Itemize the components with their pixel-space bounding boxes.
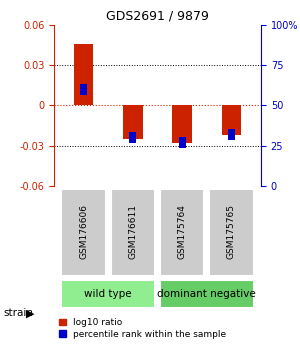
FancyBboxPatch shape	[111, 189, 155, 276]
FancyBboxPatch shape	[160, 280, 254, 308]
Bar	[129, 132, 136, 143]
Bar	[80, 84, 87, 95]
Text: GSM176606: GSM176606	[79, 204, 88, 259]
Bar	[222, 105, 241, 135]
Text: wild type: wild type	[84, 289, 132, 299]
Text: strain: strain	[3, 308, 33, 318]
Text: ▶: ▶	[26, 309, 34, 319]
Text: GSM175764: GSM175764	[178, 204, 187, 259]
Text: GSM175765: GSM175765	[227, 204, 236, 259]
Title: GDS2691 / 9879: GDS2691 / 9879	[106, 9, 209, 22]
FancyBboxPatch shape	[61, 189, 106, 276]
Text: dominant negative: dominant negative	[158, 289, 256, 299]
FancyBboxPatch shape	[209, 189, 254, 276]
Bar	[179, 137, 186, 148]
Bar	[74, 44, 93, 105]
Bar	[123, 105, 143, 139]
Bar	[228, 129, 235, 140]
FancyBboxPatch shape	[61, 280, 155, 308]
Legend: log10 ratio, percentile rank within the sample: log10 ratio, percentile rank within the …	[58, 318, 226, 339]
Bar	[172, 105, 192, 143]
FancyBboxPatch shape	[160, 189, 204, 276]
Text: GSM176611: GSM176611	[128, 204, 137, 259]
